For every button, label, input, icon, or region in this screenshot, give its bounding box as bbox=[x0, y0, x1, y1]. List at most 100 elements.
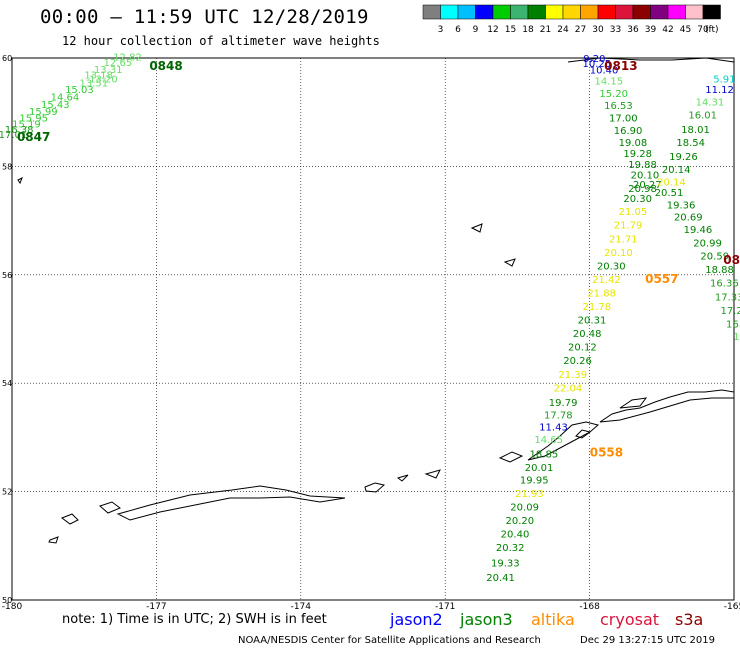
wave-height-label: 16.90 bbox=[614, 126, 643, 137]
map-frame bbox=[11, 57, 735, 601]
coastline-outline bbox=[503, 258, 516, 267]
wave-height-label: 11.43 bbox=[539, 422, 568, 433]
wave-height-label: 21.88 bbox=[587, 288, 616, 299]
pass-time-label: 0813 bbox=[604, 59, 637, 73]
wave-height-label: 15.19 bbox=[12, 119, 41, 130]
x-tick-label: -174 bbox=[291, 602, 312, 610]
wave-height-label: 20.14 bbox=[657, 177, 686, 188]
coastline-outline bbox=[116, 485, 346, 521]
coastline-outline bbox=[470, 223, 483, 233]
footer-note: note: 1) Time is in UTC; 2) SWH is in fe… bbox=[62, 612, 327, 627]
legend-tick: 33 bbox=[610, 25, 621, 35]
footer-credit: NOAA/NESDIS Center for Satellite Applica… bbox=[238, 635, 541, 646]
wave-height-label: 12.82 bbox=[113, 53, 142, 64]
map-subtitle: 12 hour collection of altimeter wave hei… bbox=[62, 34, 380, 48]
wave-height-label: 20.59 bbox=[700, 252, 729, 263]
wave-height-label: 19.95 bbox=[520, 475, 549, 486]
coastline-outline bbox=[364, 482, 386, 493]
y-tick-label: 50 bbox=[2, 596, 12, 605]
wave-height-label: 1 bbox=[733, 332, 739, 343]
wave-height-label: 16.53 bbox=[604, 101, 633, 112]
wave-height-label: 20.99 bbox=[693, 239, 722, 250]
coastline-outline bbox=[575, 429, 592, 439]
pass-time-label: 0558 bbox=[590, 445, 623, 459]
wave-height-label: 20.41 bbox=[486, 573, 515, 584]
coastline-outline bbox=[99, 501, 121, 514]
wave-height-label: 18.54 bbox=[676, 138, 705, 149]
wave-height-label: 18.88 bbox=[705, 265, 734, 276]
wave-height-label: 16.01 bbox=[688, 111, 717, 122]
wave-height-label: 21.93 bbox=[515, 489, 544, 500]
pass-time-label: 0557 bbox=[645, 272, 678, 286]
legend-tick: 30 bbox=[592, 25, 604, 35]
color-scale-legend: 3 6 9 12 15 18 21 24 27 30 33 36 39 42 45 70(ft) bbox=[422, 4, 721, 35]
coastline-outline bbox=[48, 536, 59, 544]
wave-height-label: 20.30 bbox=[623, 194, 652, 205]
wave-height-label: 20.09 bbox=[510, 503, 539, 514]
wave-height-label: 20.51 bbox=[655, 188, 684, 199]
wave-height-label: 16.36 bbox=[710, 279, 739, 290]
legend-tick: 3 bbox=[438, 25, 444, 35]
wave-height-label: 12.65 bbox=[104, 58, 133, 69]
wave-height-label: 11.12 bbox=[705, 85, 734, 96]
wave-height-label: 17.01 bbox=[0, 130, 27, 141]
wave-height-label: 19.36 bbox=[667, 201, 696, 212]
wave-height-map: -180 -177 -174 -171 -168 -165 60 58 56 54 52 50 12.8… bbox=[0, 53, 740, 610]
wave-height-label: 20.12 bbox=[568, 343, 597, 354]
coastline-outline bbox=[424, 469, 441, 479]
wave-height-label: 17.33 bbox=[715, 292, 740, 303]
coastline-outline bbox=[498, 451, 524, 463]
x-tick-label: -165 bbox=[724, 602, 740, 610]
coastline-outline bbox=[527, 421, 600, 461]
legend-unit: (ft) bbox=[705, 25, 719, 35]
satellite-label-cryosat: cryosat bbox=[600, 610, 660, 629]
coastline-outline bbox=[619, 397, 648, 409]
legend-tick: 24 bbox=[557, 25, 569, 35]
wave-height-label: 19.33 bbox=[491, 558, 520, 569]
wave-height-label: 20.10 bbox=[604, 248, 633, 259]
legend-swatch bbox=[702, 4, 721, 20]
legend-tick: 21 bbox=[540, 25, 551, 35]
coastline-outline bbox=[396, 474, 409, 482]
wave-height-label: 19.26 bbox=[669, 152, 698, 163]
wave-height-label: 10.40 bbox=[590, 66, 619, 77]
wave-height-label: 18.01 bbox=[681, 125, 710, 136]
wave-height-label: 20.98 bbox=[628, 184, 657, 195]
wave-height-label: 18.85 bbox=[530, 449, 559, 460]
coastline-outline bbox=[60, 513, 79, 525]
y-tick-label: 60 bbox=[2, 54, 12, 63]
wave-height-label: 21.42 bbox=[592, 275, 621, 286]
legend-tick: 70 bbox=[697, 25, 709, 35]
wave-height-label: 16. bbox=[726, 319, 740, 330]
map-title: 00:00 – 11:59 UTC 12/28/2019 bbox=[40, 6, 369, 28]
wave-height-label: 13.18 bbox=[84, 71, 113, 82]
wave-height-label: 20.14 bbox=[662, 165, 691, 176]
wave-height-label: 15.03 bbox=[65, 85, 94, 96]
wave-height-label: 17.78 bbox=[544, 410, 573, 421]
wave-height-label: 19.88 bbox=[628, 160, 657, 171]
wave-height-label: 20.01 bbox=[525, 463, 554, 474]
legend-tick: 42 bbox=[662, 25, 673, 35]
wave-height-label: 20.69 bbox=[674, 213, 703, 224]
y-tick-label: 58 bbox=[2, 162, 12, 171]
wave-height-label: 21.78 bbox=[582, 302, 611, 313]
pass-time-label: 0848 bbox=[149, 59, 182, 73]
wave-height-label: 14.64 bbox=[51, 92, 80, 103]
wave-height-label: 21.79 bbox=[614, 221, 643, 232]
coastline-outline bbox=[17, 176, 23, 185]
wave-height-label: 19.28 bbox=[623, 149, 652, 160]
wave-height-label: 20.40 bbox=[501, 530, 530, 541]
wave-height-label: 20.30 bbox=[597, 261, 626, 272]
wave-height-label: 20.32 bbox=[496, 543, 525, 554]
wave-height-label: 14.31 bbox=[696, 98, 725, 109]
wave-height-label: 10.25 bbox=[582, 59, 611, 70]
footer-timestamp: Dec 29 13:27:15 UTC 2019 bbox=[580, 635, 715, 646]
legend-tick: 27 bbox=[575, 25, 586, 35]
wave-height-label: 16.38 bbox=[5, 125, 34, 136]
legend-tick: 6 bbox=[455, 25, 461, 35]
legend-tick: 45 bbox=[680, 25, 691, 35]
wave-height-label: 17.2 bbox=[720, 306, 740, 317]
wave-height-label: 13.51 bbox=[80, 79, 109, 90]
wave-height-label: 20.26 bbox=[563, 356, 592, 367]
wave-height-label: 21.71 bbox=[609, 234, 638, 245]
